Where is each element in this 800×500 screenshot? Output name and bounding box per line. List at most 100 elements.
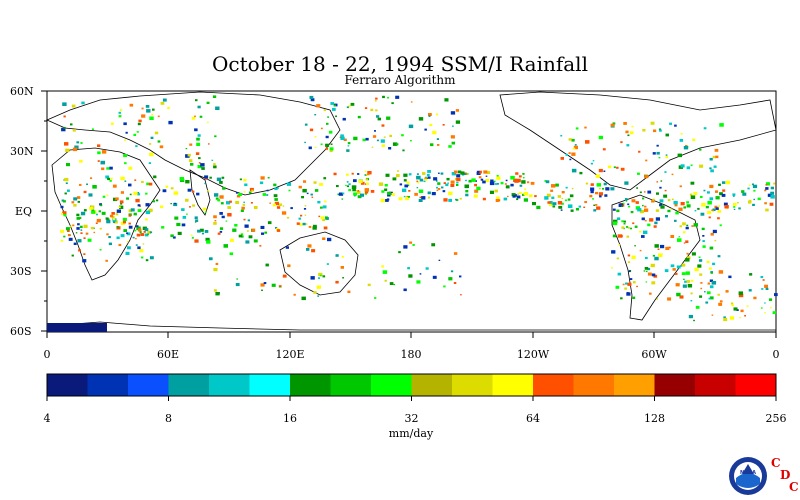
rain-cell bbox=[436, 138, 439, 140]
colorbar-unit-label: mm/day bbox=[389, 427, 434, 440]
rain-cell bbox=[485, 175, 488, 177]
rain-cell bbox=[227, 213, 232, 217]
rain-cell bbox=[638, 150, 641, 153]
rain-cell bbox=[496, 176, 501, 180]
rain-cell bbox=[510, 183, 514, 187]
lon-label-120w: 120W bbox=[517, 348, 550, 361]
rain-cell bbox=[639, 209, 645, 214]
rain-cell bbox=[437, 144, 440, 146]
rain-cell bbox=[126, 232, 129, 234]
rain-cell bbox=[573, 145, 578, 150]
rain-cell bbox=[603, 182, 607, 186]
antarctica-rain-patch bbox=[47, 323, 107, 332]
rain-cell bbox=[714, 205, 718, 209]
rain-cell bbox=[271, 283, 276, 287]
rain-cell bbox=[684, 280, 687, 283]
rain-cell bbox=[715, 196, 720, 200]
rain-cell bbox=[325, 147, 329, 150]
rain-cell bbox=[277, 187, 279, 189]
rain-cell bbox=[733, 208, 736, 210]
rain-cell bbox=[198, 157, 201, 160]
rain-cell bbox=[352, 188, 356, 192]
rain-cell bbox=[668, 246, 671, 249]
rain-cell bbox=[148, 162, 151, 164]
rain-cell bbox=[599, 187, 601, 190]
rain-cell bbox=[319, 274, 322, 277]
rain-cell bbox=[560, 157, 564, 160]
rain-cell bbox=[115, 213, 119, 216]
rain-cell bbox=[505, 179, 508, 182]
rain-cell bbox=[761, 288, 764, 290]
colorbar-swatch bbox=[573, 374, 615, 396]
rain-cell bbox=[196, 142, 201, 146]
rain-cell bbox=[157, 115, 160, 118]
rain-cell bbox=[558, 205, 563, 209]
rain-cell bbox=[290, 207, 293, 210]
rain-cell bbox=[159, 145, 164, 149]
rain-cell bbox=[682, 284, 687, 288]
rain-cell bbox=[569, 194, 574, 198]
rain-cell bbox=[643, 230, 648, 235]
rain-cell bbox=[190, 234, 193, 236]
rain-cell bbox=[632, 296, 636, 299]
rain-cell bbox=[645, 270, 648, 273]
rain-cell bbox=[718, 183, 721, 186]
rain-cell bbox=[460, 171, 465, 175]
rain-cell bbox=[398, 197, 403, 201]
rain-cell bbox=[551, 184, 556, 188]
rain-cell bbox=[281, 211, 287, 215]
rain-cell bbox=[144, 233, 149, 237]
rain-cell bbox=[636, 187, 638, 189]
rain-cell bbox=[657, 248, 660, 250]
rain-cell bbox=[97, 144, 101, 147]
rain-cell bbox=[618, 244, 620, 246]
rain-cell bbox=[560, 209, 563, 211]
rain-cell bbox=[637, 172, 640, 175]
rain-cell bbox=[68, 237, 73, 241]
rain-cell bbox=[132, 236, 135, 239]
rain-cell bbox=[313, 291, 317, 294]
rain-cell bbox=[65, 148, 70, 153]
rain-cell bbox=[251, 228, 256, 232]
rain-cell bbox=[63, 126, 66, 129]
rain-cell bbox=[340, 266, 344, 269]
rain-cell bbox=[405, 197, 409, 201]
rain-cell bbox=[652, 198, 655, 201]
rain-cell bbox=[711, 281, 717, 285]
rain-cell bbox=[697, 264, 702, 268]
map-title: October 18 - 22, 1994 SSM/I Rainfall bbox=[212, 52, 588, 76]
rain-cell bbox=[149, 152, 154, 157]
rain-cell bbox=[241, 206, 245, 210]
rain-cell bbox=[112, 221, 116, 223]
rain-cell bbox=[96, 213, 98, 216]
rain-cell bbox=[714, 239, 717, 242]
rain-cell bbox=[130, 208, 135, 212]
india-outline bbox=[189, 169, 211, 216]
rain-cell bbox=[201, 167, 205, 170]
colorbar-swatch bbox=[695, 374, 736, 396]
rain-cell bbox=[199, 115, 203, 118]
rain-cell bbox=[372, 135, 377, 138]
rain-cell bbox=[715, 155, 719, 159]
rain-cell bbox=[351, 185, 357, 189]
rain-cell bbox=[426, 173, 430, 177]
rain-cell bbox=[403, 179, 407, 182]
rain-cell bbox=[438, 172, 440, 174]
rain-cell bbox=[702, 245, 706, 248]
rain-cell bbox=[686, 280, 690, 283]
rain-cell bbox=[753, 296, 757, 300]
rain-cell bbox=[320, 143, 323, 146]
rain-cell bbox=[326, 122, 329, 125]
rain-cell bbox=[770, 186, 774, 190]
rain-cell bbox=[240, 233, 244, 236]
rain-cell bbox=[664, 171, 667, 173]
rain-cell bbox=[371, 146, 374, 148]
rain-cell bbox=[222, 187, 226, 190]
rain-cell bbox=[276, 229, 281, 232]
rain-cell bbox=[396, 174, 400, 178]
rain-cell bbox=[109, 179, 112, 182]
rain-cell bbox=[128, 214, 132, 217]
rain-cell bbox=[709, 246, 714, 250]
rain-cell bbox=[330, 143, 333, 145]
